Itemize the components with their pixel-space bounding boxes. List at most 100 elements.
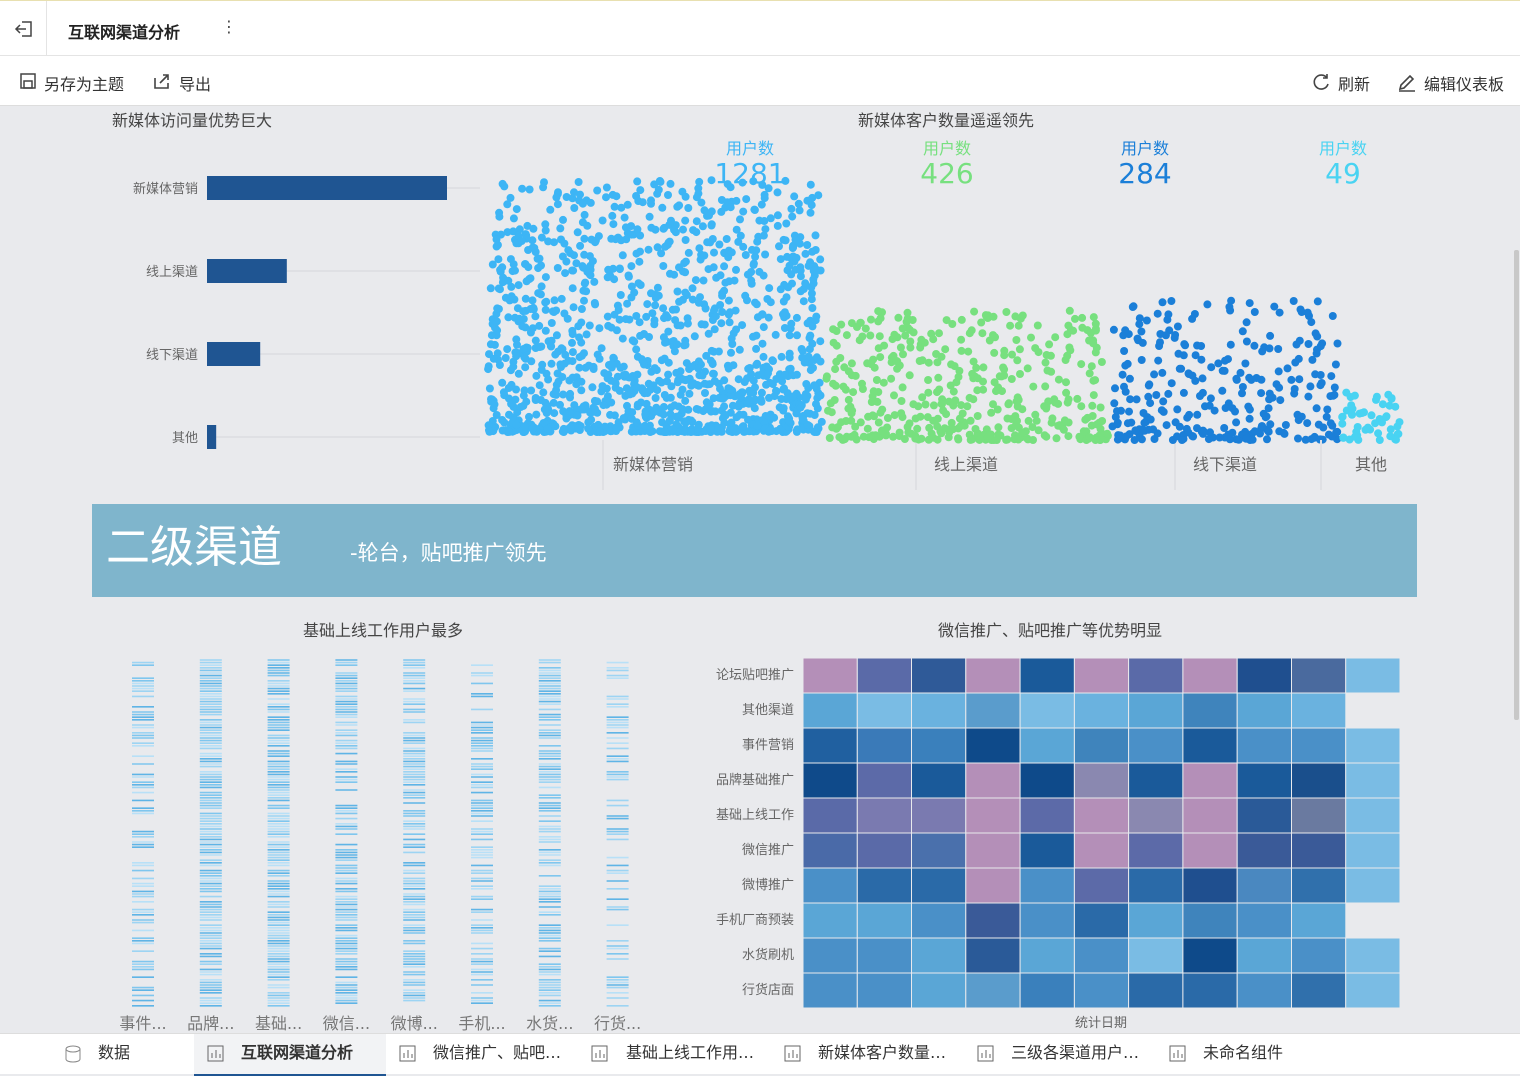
heat-cell <box>965 692 1021 729</box>
heat-cell <box>1128 937 1184 974</box>
dot <box>1245 299 1254 308</box>
dot <box>1266 331 1275 340</box>
dot <box>876 353 885 362</box>
dot <box>1206 394 1215 403</box>
dot <box>924 358 933 367</box>
refresh-button[interactable]: 刷新 <box>1338 75 1371 94</box>
dot <box>1062 388 1071 397</box>
dot <box>617 203 626 212</box>
dot <box>785 349 794 358</box>
dot <box>683 314 692 323</box>
dot <box>808 304 817 312</box>
dot <box>680 375 689 384</box>
dot <box>509 214 518 223</box>
dot <box>868 392 877 401</box>
dot-cluster <box>484 176 826 436</box>
header: 互联网渠道分析 ⋮ <box>0 0 1520 56</box>
dot <box>681 268 690 277</box>
tab-label: 新媒体客户数量… <box>818 1043 947 1062</box>
scrollbar[interactable] <box>1514 250 1519 720</box>
save-as-theme-button[interactable]: 另存为主题 <box>44 75 125 94</box>
dot <box>732 196 741 205</box>
dot <box>720 418 729 427</box>
dot <box>727 334 736 343</box>
dot <box>1197 355 1206 364</box>
dot <box>1275 427 1284 436</box>
dot <box>902 317 911 326</box>
more-menu[interactable]: ⋮ <box>221 17 237 36</box>
dot <box>766 298 775 307</box>
dot <box>948 320 957 328</box>
heat-cell <box>1073 762 1130 799</box>
dot <box>1079 427 1088 436</box>
dot <box>955 414 964 423</box>
dot <box>744 415 752 424</box>
dot <box>1012 336 1021 344</box>
back-icon[interactable] <box>14 19 34 39</box>
dot <box>1303 419 1312 428</box>
dot <box>550 409 559 418</box>
dot <box>586 198 595 207</box>
dot <box>749 260 758 269</box>
dot <box>893 364 902 373</box>
dot <box>998 387 1006 396</box>
dot <box>657 356 666 365</box>
count-label: 用户数 <box>726 139 774 158</box>
dot <box>909 400 918 409</box>
dot <box>695 177 704 186</box>
dot <box>1179 388 1188 397</box>
bar <box>207 176 447 200</box>
dot <box>485 384 494 393</box>
dot <box>612 192 621 201</box>
heat-cell <box>856 867 913 904</box>
dot <box>1366 425 1375 434</box>
heat-cell <box>1291 867 1347 904</box>
heat-cell <box>856 902 913 939</box>
heat-cell <box>1019 937 1075 974</box>
y-tick-label: 品牌基础推广 <box>716 772 794 788</box>
tab[interactable]: 基础上线工作用… <box>590 1034 760 1074</box>
dot <box>789 392 798 401</box>
heat-cell <box>1291 832 1347 869</box>
dot <box>709 369 717 378</box>
dot <box>494 284 503 293</box>
dot <box>1121 326 1130 335</box>
dot <box>1287 375 1296 384</box>
dot <box>681 192 690 201</box>
dot <box>775 403 784 412</box>
edit-dashboard-button[interactable]: 编辑仪表板 <box>1424 75 1505 94</box>
dot <box>1085 433 1094 442</box>
dashboard-title: 互联网渠道分析 <box>68 23 181 42</box>
tab[interactable]: 微信推广、贴吧… <box>398 1034 568 1074</box>
dot <box>623 401 631 410</box>
dot <box>736 215 744 224</box>
dot <box>680 259 689 268</box>
dot <box>1306 382 1315 391</box>
tab[interactable]: 三级各渠道用户… <box>976 1034 1146 1074</box>
dot <box>541 305 550 314</box>
dot <box>526 274 535 283</box>
dot <box>559 215 567 224</box>
dot <box>538 360 547 369</box>
tab[interactable]: 互联网渠道分析 <box>194 1034 386 1076</box>
dot <box>724 296 733 305</box>
dot <box>687 428 695 436</box>
heat-cell <box>1128 762 1184 799</box>
dot <box>777 352 786 361</box>
dot <box>675 201 684 210</box>
dot <box>544 375 553 384</box>
dot <box>1097 358 1106 366</box>
dot <box>665 416 674 425</box>
tab[interactable]: 新媒体客户数量… <box>783 1034 953 1074</box>
y-tick-label: 新媒体营销 <box>133 181 198 197</box>
dot <box>530 244 539 252</box>
dot <box>661 427 670 436</box>
dot <box>613 301 622 310</box>
heat-cell <box>802 867 858 904</box>
export-button[interactable]: 导出 <box>179 75 212 94</box>
dot <box>1274 345 1283 353</box>
tab[interactable]: 数据 <box>64 1034 234 1074</box>
dot <box>957 315 966 324</box>
dot <box>492 411 501 419</box>
tab[interactable]: 未命名组件 <box>1168 1034 1338 1074</box>
